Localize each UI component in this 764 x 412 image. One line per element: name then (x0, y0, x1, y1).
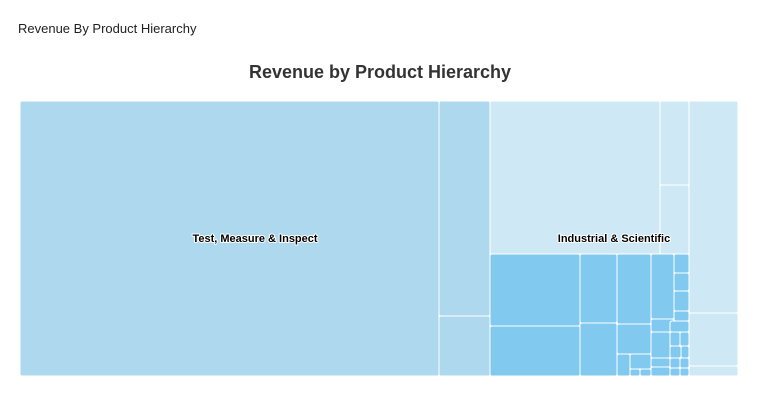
treemap-tile-11[interactable] (489, 325, 581, 377)
treemap-tile-2[interactable] (438, 100, 491, 317)
treemap-tile-24[interactable] (650, 366, 671, 377)
treemap-tile-14[interactable] (616, 253, 652, 325)
treemap-tile-19[interactable] (639, 368, 652, 377)
treemap-tile-31[interactable] (679, 331, 690, 347)
treemap-tile-26[interactable] (673, 272, 690, 292)
treemap-tile-23[interactable] (650, 357, 671, 368)
treemap-tile-34[interactable] (669, 357, 681, 369)
treemap-tile-12[interactable] (579, 253, 618, 324)
treemap-tile-27[interactable] (673, 290, 690, 312)
treemap-tile-3[interactable] (438, 315, 491, 377)
treemap-tile-22[interactable] (650, 331, 671, 359)
treemap-tile-9[interactable] (688, 365, 739, 377)
treemap-tile-5[interactable] (659, 100, 690, 186)
treemap-tile-15[interactable] (616, 323, 652, 355)
chart-title: Revenue by Product Hierarchy (248, 62, 512, 82)
treemap-tile-32[interactable] (669, 345, 682, 359)
treemap-tile-28[interactable] (673, 310, 690, 322)
treemap-tile-18[interactable] (629, 368, 641, 377)
treemap-tile-16[interactable] (616, 353, 631, 377)
treemap-tile-25[interactable] (673, 253, 690, 274)
treemap-tile-36[interactable] (669, 367, 681, 377)
panel-title: Revenue By Product Hierarchy (18, 21, 197, 36)
group-label-1: Test, Measure & Inspect (192, 233, 317, 245)
treemap-tile-33[interactable] (680, 345, 690, 359)
treemap-tile-37[interactable] (679, 367, 690, 377)
treemap-tile-29[interactable] (669, 320, 690, 333)
group-label-2: Industrial & Scientific (558, 233, 670, 245)
treemap-tile-17[interactable] (629, 353, 652, 370)
treemap-tile-8[interactable] (688, 312, 739, 367)
treemap-tile-13[interactable] (579, 322, 618, 377)
treemap-tile-10[interactable] (489, 253, 581, 327)
treemap-tile-30[interactable] (669, 331, 681, 347)
treemap-tile-20[interactable] (650, 253, 675, 320)
treemap-tile-7[interactable] (688, 100, 739, 314)
treemap-tile-4[interactable] (489, 100, 661, 255)
treemap-tile-35[interactable] (679, 357, 690, 369)
